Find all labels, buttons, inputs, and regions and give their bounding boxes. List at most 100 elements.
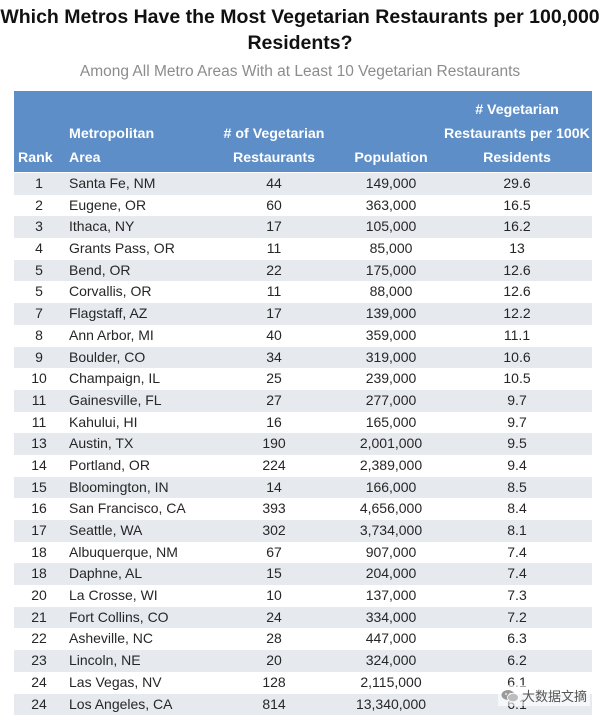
cell-metro: Bend, OR [69, 261, 131, 278]
table-row: 13 Austin, TX 190 2,001,000 9.5 [14, 433, 592, 455]
cell-metro: Daphne, AL [69, 565, 143, 582]
header-count: # of Vegetarian Restaurants [223, 126, 325, 166]
cell-metro: Seattle, WA [69, 522, 143, 538]
table-row: 1 Santa Fe, NM 44 149,000 29.6 [14, 173, 592, 195]
cell-rank: 5 [35, 261, 43, 278]
cell-count: 40 [266, 326, 282, 343]
cell-population: 334,000 [365, 608, 417, 625]
cell-population: 319,000 [365, 348, 417, 365]
cell-count: 302 [262, 522, 286, 538]
cell-metro: Austin, TX [69, 435, 134, 452]
cell-population: 363,000 [365, 196, 417, 213]
cell-population: 85,000 [369, 240, 413, 257]
cell-per100k: 29.6 [503, 175, 531, 191]
header-rank: Rank [18, 150, 53, 166]
cell-metro: Asheville, NC [69, 630, 154, 647]
table-header: Rank Metropolitan Area # of Vegetarian R… [14, 91, 592, 172]
cell-metro: Albuquerque, NM [69, 543, 178, 560]
cell-rank: 15 [31, 478, 47, 495]
cell-count: 224 [262, 456, 286, 473]
table-row: 10 Champaign, IL 25 239,000 10.5 [14, 368, 592, 390]
table-row: 4 Grants Pass, OR 11 85,000 13 [14, 238, 592, 260]
cell-per100k: 9.5 [507, 435, 527, 452]
cell-population: 165,000 [365, 413, 417, 430]
cell-per100k: 13 [509, 240, 525, 257]
cell-rank: 10 [31, 370, 47, 387]
cell-per100k: 16.2 [503, 218, 531, 235]
table-row: 16 San Francisco, CA 393 4,656,000 8.4 [14, 498, 592, 520]
cell-per100k: 8.1 [507, 522, 527, 538]
table-row: 11 Kahului, HI 16 165,000 9.7 [14, 412, 592, 434]
cell-metro: Ann Arbor, MI [69, 326, 154, 343]
cell-population: 277,000 [365, 391, 417, 408]
table-row: 21 Fort Collins, CO 24 334,000 7.2 [14, 606, 592, 629]
table-body: 1 Santa Fe, NM 44 149,000 29.6 2 Eugene, OR 60 3… [14, 173, 592, 716]
cell-count: 16 [266, 413, 282, 430]
table-row: 24 Las Vegas, NV 128 2,115,000 6.1 [14, 672, 592, 694]
cell-population: 2,001,000 [359, 435, 423, 452]
cell-population: 13,340,000 [355, 695, 427, 712]
cell-metro: Las Vegas, NV [69, 673, 162, 690]
cell-rank: 3 [35, 218, 43, 235]
cell-count: 24 [266, 608, 282, 625]
cell-rank: 4 [35, 240, 43, 257]
cell-per100k: 12.6 [503, 283, 531, 300]
cell-rank: 21 [31, 608, 47, 625]
cell-count: 15 [266, 565, 282, 582]
cell-population: 907,000 [365, 543, 417, 560]
cell-rank: 8 [35, 326, 43, 343]
cell-per100k: 10.6 [503, 348, 531, 365]
header-metro: Metropolitan Area [69, 126, 155, 166]
cell-population: 359,000 [365, 326, 417, 343]
cell-rank: 11 [31, 413, 47, 430]
cell-per100k: 10.5 [503, 370, 531, 387]
table-row: 17 Seattle, WA 302 3,734,000 8.1 [14, 520, 592, 542]
table-row: 15 Bloomington, IN 14 166,000 8.5 [14, 476, 592, 499]
cell-population: 105,000 [365, 218, 417, 235]
table-row: 14 Portland, OR 224 2,389,000 9.4 [14, 455, 592, 477]
table-row: 20 La Crosse, WI 10 137,000 7.3 [14, 585, 592, 607]
cell-metro: Portland, OR [69, 456, 150, 473]
cell-per100k: 7.4 [507, 565, 527, 582]
watermark: 大数据文摘 [497, 685, 590, 706]
cell-count: 22 [266, 261, 282, 278]
cell-rank: 14 [31, 456, 47, 473]
cell-per100k: 9.7 [507, 391, 527, 408]
cell-population: 204,000 [365, 565, 417, 582]
header-per100k: # Vegetarian Restaurants per 100K Reside… [444, 102, 590, 166]
cell-rank: 1 [35, 175, 43, 191]
cell-count: 67 [266, 543, 282, 560]
cell-per100k: 6.2 [507, 652, 527, 669]
table-row: 5 Bend, OR 22 175,000 12.6 [14, 259, 592, 282]
cell-rank: 5 [35, 283, 43, 300]
chart-subtitle: Among All Metro Areas With at Least 10 V… [79, 63, 521, 80]
cell-rank: 17 [31, 522, 47, 538]
cell-population: 88,000 [369, 283, 413, 300]
cell-metro: Ithaca, NY [69, 218, 135, 235]
table-row: 23 Lincoln, NE 20 324,000 6.2 [14, 650, 592, 672]
cell-rank: 18 [31, 565, 47, 582]
cell-metro: Corvallis, OR [69, 283, 152, 300]
cell-rank: 24 [31, 695, 47, 712]
cell-per100k: 8.4 [507, 500, 527, 517]
cell-count: 128 [262, 673, 286, 690]
cell-per100k: 9.7 [507, 413, 527, 430]
cell-count: 17 [266, 218, 282, 235]
cell-per100k: 7.4 [507, 543, 527, 560]
cell-per100k: 7.2 [507, 608, 527, 625]
cell-count: 17 [266, 305, 282, 322]
cell-metro: Gainesville, FL [69, 391, 162, 408]
cell-population: 137,000 [365, 587, 417, 604]
cell-metro: La Crosse, WI [69, 587, 158, 604]
cell-population: 4,656,000 [359, 500, 423, 517]
cell-per100k: 9.4 [507, 456, 527, 473]
cell-count: 14 [266, 478, 282, 495]
cell-population: 2,115,000 [360, 673, 422, 690]
cell-rank: 23 [31, 652, 47, 669]
table-row: 7 Flagstaff, AZ 17 139,000 12.2 [14, 303, 592, 325]
cell-per100k: 12.2 [503, 305, 531, 322]
cell-metro: Boulder, CO [69, 348, 146, 365]
cell-rank: 11 [31, 391, 47, 408]
cell-count: 393 [262, 500, 286, 517]
table-row: 5 Corvallis, OR 11 88,000 12.6 [14, 281, 592, 303]
